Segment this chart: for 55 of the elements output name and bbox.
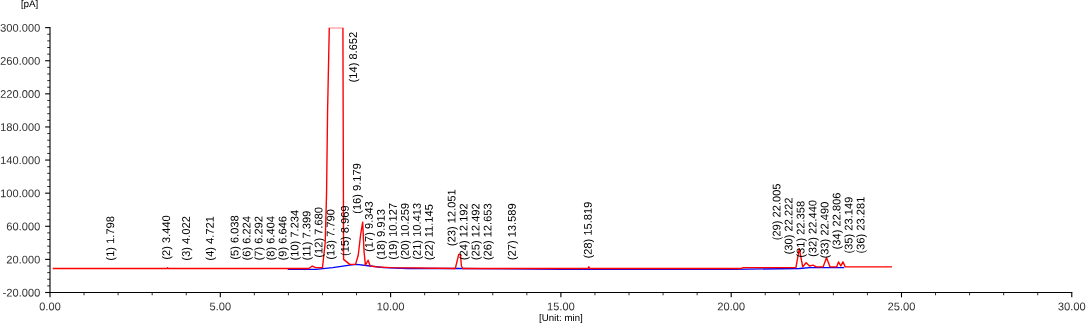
annotation: (25) 12.492 [471,203,482,260]
x-axis-title: [Unit: min] [539,313,583,324]
annotation: (22) 11.145 [424,204,435,260]
annotation: (13) 7.790 [326,209,337,260]
annotation: (10) 7.234 [290,210,301,260]
annotation: (6) 6.224 [242,216,253,260]
x-tick-label: 5.00 [209,302,231,311]
annotation: (24) 12.192 [459,203,470,260]
annotation: (16) 9.179 [352,163,363,214]
annotation: (27) 13.589 [507,203,519,260]
annotation: (19) 10.127 [388,203,399,260]
y-tick-label: 60.000 [6,222,40,231]
x-tick-label: 0.00 [39,302,61,311]
y-axis-title: [pA] [21,0,38,10]
x-tick-label: 25.00 [888,302,915,311]
x-tick-label: 15.00 [547,302,575,311]
y-tick-label: 100.000 [0,189,40,198]
x-tick-label: 30.00 [1058,302,1086,311]
annotation: (32) 22.440 [808,200,819,257]
annotation: (29) 22.005 [772,183,783,240]
annotation: (30) 22.222 [784,198,795,254]
x-tick-label: 20.00 [717,302,745,311]
annotation: (20) 10.259 [400,203,411,260]
y-tick-label: 180.000 [0,123,40,132]
annotation: (9) 6.646 [278,216,289,260]
y-tick-label: -20.000 [3,288,40,297]
annotation: (3) 4.022 [181,216,193,260]
annotation: (34) 22.806 [832,193,843,249]
annotation: (5) 6.038 [230,215,241,260]
annotation: (21) 10.413 [412,203,423,260]
y-tick-label: 140.000 [0,156,40,165]
y-tick-label: 20.000 [6,255,40,264]
y-tick-label: 260.000 [0,57,40,65]
annotation: (12) 7.680 [314,207,325,257]
x-tick-label: 10.00 [377,302,405,311]
annotation: (11) 7.399 [302,211,313,260]
annotation: (8) 6.404 [266,216,277,260]
annotation: (31) 22.358 [796,201,807,257]
annotation: (33) 22.490 [820,202,831,258]
line-series [52,27,892,270]
annotation: (36) 23.281 [856,197,867,253]
annotation: (14) 8.652 [348,32,360,82]
annotation: (15) 8.969 [340,205,351,256]
annotation: (18) 9.913 [376,209,387,260]
annotation: (4) 4.721 [205,216,216,260]
y-tick-label: 220.000 [0,90,40,98]
annotation: (7) 6.292 [254,216,265,260]
annotation: (35) 23.149 [844,197,855,253]
annotation: (28) 15.819 [583,202,594,258]
annotation: (23) 12.051 [447,189,458,246]
y-tick-label: 300.000 [0,23,40,32]
annotation: (26) 12.653 [483,203,494,260]
annotation: (2) 3.440 [161,215,173,260]
annotation: (17) 9.343 [364,201,375,252]
annotation: (1) 1.798 [106,216,117,260]
